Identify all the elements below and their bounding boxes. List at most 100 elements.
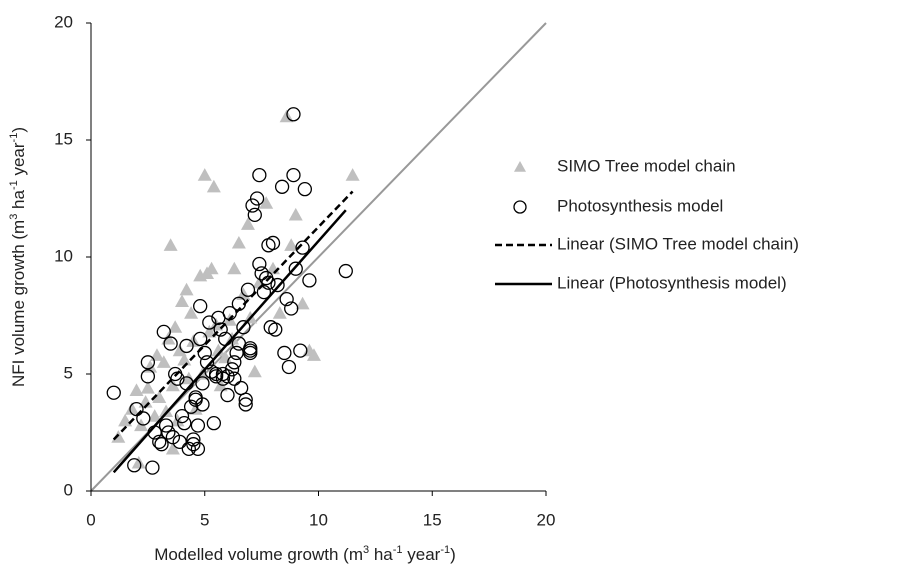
circle-point bbox=[197, 345, 212, 361]
x-tick-label: 15 bbox=[423, 510, 442, 529]
circle-point bbox=[193, 331, 208, 347]
x-axis-label: Modelled volume growth (m3 ha-1 year-1) bbox=[154, 544, 456, 565]
circle-point bbox=[247, 207, 262, 223]
triangle-point bbox=[177, 352, 192, 366]
triangle-point bbox=[175, 294, 189, 308]
triangle-point bbox=[240, 217, 255, 230]
label-part: ha bbox=[369, 545, 393, 564]
circle-point bbox=[256, 284, 272, 300]
triangle-point bbox=[163, 238, 178, 251]
triangle-point bbox=[259, 196, 274, 209]
circle-point bbox=[156, 324, 171, 340]
legend-label: Linear (Photosynthesis model) bbox=[557, 273, 787, 292]
circle-point bbox=[163, 336, 178, 351]
triangle-point bbox=[206, 179, 221, 193]
circle-point bbox=[236, 320, 251, 335]
label-part: NFI volume growth (m bbox=[9, 220, 28, 387]
circle-point bbox=[186, 437, 201, 452]
circle-point bbox=[254, 266, 269, 281]
circle-point bbox=[270, 277, 285, 293]
circle-point bbox=[277, 345, 292, 361]
label-part: ) bbox=[9, 127, 28, 133]
triangle-point bbox=[247, 364, 262, 378]
superscript: -1 bbox=[393, 544, 403, 556]
triangle-point bbox=[295, 296, 310, 310]
circle-point bbox=[279, 291, 294, 307]
circle-point bbox=[293, 343, 308, 358]
circle-point bbox=[172, 434, 187, 450]
circle-point bbox=[190, 418, 206, 433]
triangle-point bbox=[231, 235, 246, 249]
circle-point bbox=[224, 362, 240, 377]
circle-point bbox=[302, 273, 317, 288]
triangle-point bbox=[284, 238, 299, 251]
triangle-point bbox=[306, 348, 321, 361]
circle-point bbox=[229, 345, 244, 361]
circle-point bbox=[202, 315, 217, 330]
triangle-point bbox=[147, 409, 162, 422]
legend-marker bbox=[514, 161, 526, 172]
triangle-point bbox=[168, 320, 183, 333]
y-tick-label: 0 bbox=[64, 480, 73, 499]
circle-point bbox=[243, 343, 258, 358]
circle-point bbox=[240, 282, 256, 297]
circle-point bbox=[195, 376, 210, 391]
triangle-point bbox=[156, 355, 171, 368]
triangle-point bbox=[172, 343, 187, 357]
circle-point bbox=[238, 397, 253, 412]
legend-label: Photosynthesis model bbox=[557, 196, 723, 215]
circle-point bbox=[227, 355, 242, 370]
y-tick-label: 10 bbox=[54, 246, 73, 265]
circle-point bbox=[186, 432, 201, 447]
circle-point bbox=[249, 191, 265, 206]
label-part: ha bbox=[9, 189, 28, 213]
circle-point bbox=[181, 441, 196, 457]
triangle-point bbox=[129, 383, 144, 396]
triangle-point bbox=[165, 441, 180, 455]
triangle-point bbox=[204, 261, 219, 275]
triangle-point bbox=[140, 381, 155, 394]
circle-point bbox=[154, 437, 169, 452]
triangle-point bbox=[149, 348, 164, 361]
circle-point bbox=[183, 399, 199, 414]
circle-point bbox=[245, 198, 260, 213]
circle-point bbox=[161, 425, 176, 440]
circle-point bbox=[152, 434, 167, 450]
trend-line bbox=[112, 209, 347, 474]
circle-point bbox=[177, 415, 192, 431]
circle-point bbox=[227, 371, 242, 386]
circle-point bbox=[145, 460, 160, 475]
superscript: -1 bbox=[8, 180, 20, 190]
triangle-point bbox=[152, 390, 167, 403]
triangle-point bbox=[184, 306, 199, 319]
superscript: -1 bbox=[440, 544, 450, 556]
x-tick-label: 20 bbox=[537, 510, 556, 529]
circle-point bbox=[206, 415, 222, 431]
x-tick-label: 0 bbox=[86, 510, 95, 529]
circle-point bbox=[261, 275, 276, 290]
circle-point bbox=[288, 261, 303, 276]
legend-label: SIMO Tree model chain bbox=[557, 156, 736, 175]
trend-line bbox=[112, 190, 354, 441]
circle-point bbox=[188, 390, 203, 405]
circle-point bbox=[238, 392, 253, 407]
circle-point bbox=[284, 301, 299, 316]
legend-label: Linear (SIMO Tree model chain) bbox=[557, 234, 799, 253]
y-axis-label: NFI volume growth (m3 ha-1 year-1) bbox=[8, 127, 29, 387]
circle-point bbox=[127, 458, 142, 473]
circle-point bbox=[281, 359, 297, 375]
circle-point bbox=[265, 235, 281, 251]
circle-point bbox=[274, 179, 290, 194]
triangle-point bbox=[159, 404, 174, 418]
label-part: Modelled volume growth (m bbox=[154, 545, 363, 564]
y-tick-label: 5 bbox=[64, 363, 73, 382]
label-part: year bbox=[9, 142, 28, 180]
circle-point bbox=[268, 322, 283, 337]
circle-point bbox=[174, 408, 190, 424]
circle-point bbox=[158, 418, 174, 433]
circle-point bbox=[106, 385, 121, 400]
label-part: year bbox=[403, 545, 441, 564]
superscript: -1 bbox=[8, 133, 20, 143]
